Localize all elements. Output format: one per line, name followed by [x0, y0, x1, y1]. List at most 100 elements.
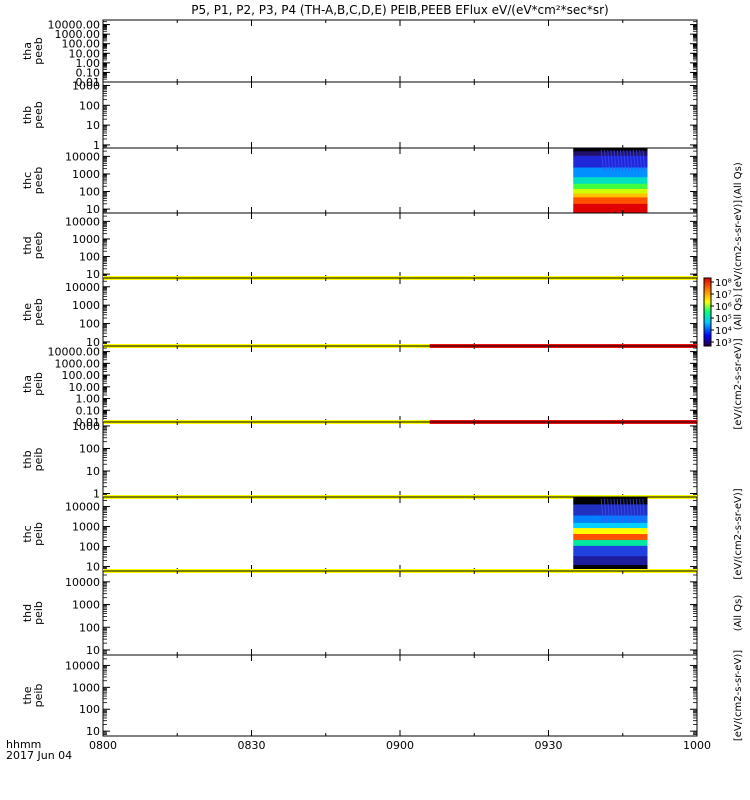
- spectrogram-streak: [603, 149, 607, 171]
- colorbar-tick-label: 10⁷: [715, 290, 732, 301]
- panel-frame: [102, 212, 698, 279]
- panel-product-label: peeb: [32, 298, 45, 326]
- spectrogram-band: [573, 148, 648, 152]
- spectrogram-band: [573, 539, 648, 547]
- y-tick-label: 10: [86, 119, 100, 132]
- colorbar: [703, 277, 712, 347]
- spectrogram-streak: [613, 498, 617, 523]
- y-tick-label: 1000: [72, 521, 100, 534]
- panel-product-label: peeb: [32, 167, 45, 195]
- colorbar-tick-label: 10⁸: [715, 278, 732, 289]
- x-tick-label: 0930: [535, 739, 563, 752]
- colorbar-tick-label: 10⁴: [715, 326, 732, 337]
- figure-title: P5, P1, P2, P3, P4 (TH-A,B,C,D,E) PEIB,P…: [191, 3, 608, 17]
- panel-probe-label: thd: [21, 604, 34, 622]
- panel-probe-label: tha: [21, 42, 34, 60]
- y-tick-label: 1000.00: [55, 28, 101, 41]
- spectrogram-streak: [610, 149, 614, 171]
- panel-product-label: peeb: [32, 232, 45, 260]
- spectrogram-band: [573, 504, 648, 516]
- spectrogram-streak: [600, 149, 604, 171]
- panel-frame: [102, 345, 698, 423]
- spectrogram-streak: [642, 149, 646, 171]
- spectrogram-band: [573, 188, 648, 194]
- panel-probe-label: tha: [21, 375, 34, 393]
- spectrogram-streak: [629, 149, 633, 171]
- y-tick-label: 1.00: [76, 57, 101, 70]
- panel-frame: [102, 277, 698, 347]
- x-tick-label: 1000: [683, 739, 711, 752]
- spectrogram-band: [573, 151, 648, 157]
- colorbar-unit-label: (All Qs): [733, 162, 744, 199]
- colorbar-unit-label: (All Qs): [733, 294, 744, 331]
- colorbar-unit-label: [eV/(cm2-s-sr-eV)]: [733, 200, 744, 291]
- y-tick-label: 1000.00: [55, 357, 101, 370]
- y-tick-label: 10000: [65, 659, 100, 672]
- y-tick-label: 100: [79, 541, 100, 554]
- spectrogram-streak: [623, 498, 627, 523]
- x-axis-label-date: 2017 Jun 04: [6, 749, 72, 762]
- y-tick-label: 1000: [72, 79, 100, 92]
- spectrogram-streak: [607, 149, 611, 171]
- y-tick-label: 10.00: [69, 47, 101, 60]
- spectrogram-band: [573, 522, 648, 529]
- y-tick-label: 10: [86, 268, 100, 281]
- spectrogram-streak: [632, 149, 636, 171]
- y-tick-label: 10000: [65, 150, 100, 163]
- y-tick-label: 1000: [72, 420, 100, 433]
- spectrogram-band: [573, 545, 648, 557]
- spectrogram-streak: [642, 498, 646, 523]
- y-tick-label: 10: [86, 725, 100, 738]
- spectrogram-streak: [635, 149, 639, 171]
- y-tick-label: 1000: [72, 681, 100, 694]
- colorbar-unit-label: [eV/(cm2-s-sr-eV)]: [733, 338, 744, 429]
- y-tick-label: 1000: [72, 599, 100, 612]
- panel-frame: [102, 81, 698, 149]
- panel-frame: [102, 570, 698, 656]
- y-tick-label: 100: [79, 318, 100, 331]
- x-tick-label: 0900: [386, 739, 414, 752]
- spectrogram-band: [573, 177, 648, 185]
- y-tick-label: 0.10: [76, 404, 101, 417]
- spectrogram-streak: [619, 149, 623, 171]
- spectrogram-streak: [619, 498, 623, 523]
- y-tick-label: 10: [86, 465, 100, 478]
- y-tick-label: 0.01: [76, 416, 101, 429]
- y-tick-label: 100.00: [62, 38, 101, 51]
- spectrogram-streak: [639, 149, 643, 171]
- y-tick-label: 1000: [72, 233, 100, 246]
- spectrogram-band: [573, 197, 648, 205]
- colorbar-unit-label: (All Qs): [733, 595, 744, 632]
- y-tick-label: 10000: [65, 576, 100, 589]
- panel-product-label: peeb: [32, 37, 45, 65]
- spectrogram-streak: [632, 498, 636, 523]
- spectrogram-streak: [616, 149, 620, 171]
- panel-thc-peeb: 10000100010010thcpeeb10⁸10⁷10⁶10⁵10⁴10³(…: [21, 147, 744, 349]
- panel-probe-label: the: [21, 303, 34, 321]
- y-tick-label: 1: [93, 139, 100, 152]
- x-axis-label-unit: hhmm: [6, 738, 41, 751]
- panel-product-label: peib: [32, 684, 45, 708]
- y-tick-label: 100: [79, 186, 100, 199]
- spectrogram-streak: [626, 149, 630, 171]
- spectrogram-band: [573, 528, 648, 535]
- colorbar-unit-label: [eV/(cm2-s-sr-eV)]: [733, 650, 744, 741]
- spectrogram-streak: [610, 498, 614, 523]
- panel-product-label: peib: [32, 601, 45, 625]
- y-tick-label: 100: [79, 99, 100, 112]
- colorbar-unit-label: [eV/(cm2-s-sr-eV)]: [733, 488, 744, 579]
- y-tick-label: 1.00: [76, 393, 101, 406]
- panels-group: 10000.001000.00100.0010.001.000.100.01th…: [21, 19, 744, 742]
- panel-probe-label: thd: [21, 236, 34, 254]
- panel-probe-label: thc: [21, 172, 34, 189]
- spectrogram-streak: [639, 498, 643, 523]
- y-tick-label: 10: [86, 203, 100, 216]
- colorbar-tick-label: 10⁵: [715, 314, 732, 325]
- spectrogram-band: [573, 565, 648, 572]
